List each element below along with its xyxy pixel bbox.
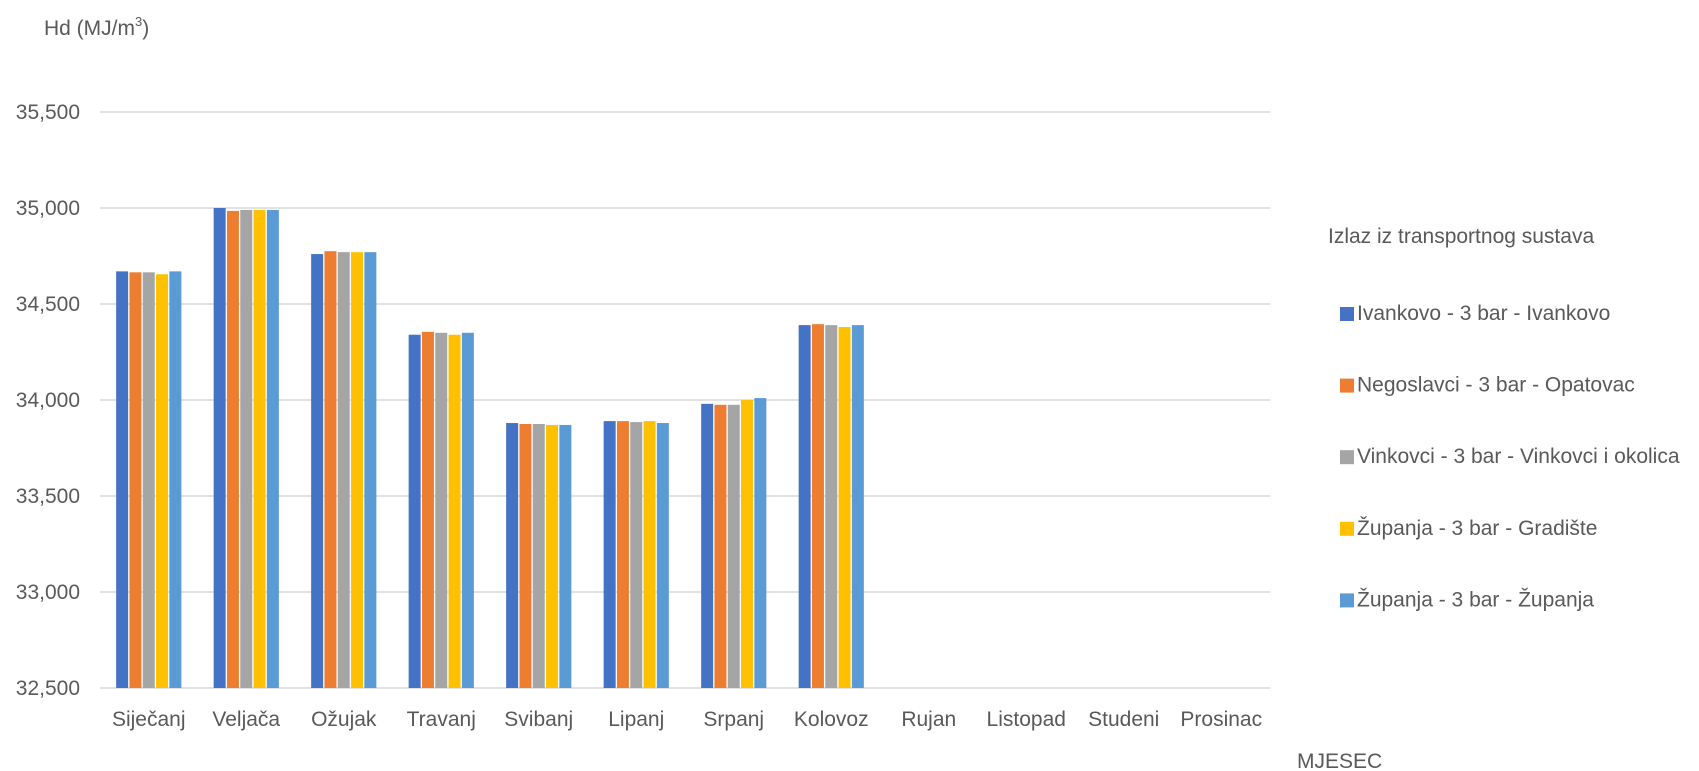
x-tick-label: Studeni [1088,708,1159,731]
x-tick-label: Lipanj [608,708,664,731]
y-tick-label: 32,500 [16,677,80,700]
bar [435,332,448,688]
bar [337,252,350,688]
bar [351,252,364,688]
bar [714,404,727,688]
bar [213,208,226,688]
bar [129,272,142,688]
bar [519,424,532,688]
bar [116,271,129,688]
bar [656,423,669,688]
legend-title: Izlaz iz transportnog sustava [1328,225,1594,248]
bars [116,208,864,689]
y-tick-label: 34,500 [16,293,80,316]
bar [701,403,714,688]
x-tick-label: Ožujak [311,708,377,731]
bar [324,251,337,688]
y-tick-label: 33,500 [16,485,80,508]
y-tick-label: 35,000 [16,197,80,220]
x-tick-label: Rujan [901,708,956,731]
legend-label: Županja - 3 bar - Gradište [1357,517,1597,540]
y-axis-title-main: Hd (MJ/m [44,17,135,40]
bar [727,404,740,688]
bar [364,252,377,688]
x-tick-label: Prosinac [1180,708,1262,731]
bar [603,421,616,688]
bar [421,331,434,688]
bar [408,334,421,688]
bar [253,209,266,689]
x-tick-label: Siječanj [112,708,186,731]
y-tick-label: 33,000 [16,581,80,604]
x-tick-label: Kolovoz [794,708,869,731]
y-axis-ticks: 32,500 33,000 33,500 34,000 34,500 35,000 35,5… [16,101,80,700]
legend-swatch [1340,450,1354,465]
bar [754,398,767,688]
legend-swatch [1340,378,1354,393]
x-tick-label: Svibanj [504,708,573,731]
x-tick-label: Veljača [212,708,280,731]
legend-label: Ivankovo - 3 bar - Ivankovo [1357,302,1610,325]
x-axis-ticks: Siječanj Veljača Ožujak Travanj Svibanj Lipan… [112,708,1262,731]
bar [546,424,559,688]
y-axis-title-close: ) [142,17,149,40]
bar [559,424,572,688]
bar [838,327,851,688]
bar [616,421,629,688]
legend-swatch [1340,593,1354,608]
legend: Ivankovo - 3 bar - Ivankovo Negoslavci - … [1340,302,1680,611]
legend-label: Vinkovci - 3 bar - Vinkovci i okolica [1357,445,1680,468]
bar [240,209,253,689]
y-tick-label: 35,500 [16,101,80,124]
legend-label: Negoslavci - 3 bar - Opatovac [1357,374,1635,397]
bar [448,334,461,688]
y-axis-title: Hd (MJ/m3) [44,14,149,40]
bar [811,324,824,688]
bar [142,272,155,688]
legend-label: Županja - 3 bar - Županja [1357,588,1594,611]
legend-swatch [1340,307,1354,321]
bar [226,210,239,688]
gridlines [100,111,1270,689]
x-tick-label: Travanj [407,708,476,731]
bar [798,325,811,688]
x-tick-label: Listopad [987,708,1066,731]
bar [851,325,864,688]
bar [825,325,838,688]
bar [532,424,545,688]
legend-swatch [1340,521,1354,536]
bar [741,400,754,688]
y-tick-label: 34,000 [16,389,80,412]
bar [169,271,182,688]
bar [266,209,279,689]
x-tick-label: Srpanj [703,708,764,731]
bar [156,274,169,688]
bar [643,421,656,688]
bar [461,332,474,688]
bar [506,423,519,688]
y-axis-title-superscript: 3 [135,14,142,29]
x-axis-title: MJESEC [1297,750,1382,771]
bar [630,422,643,688]
bar [311,254,324,688]
